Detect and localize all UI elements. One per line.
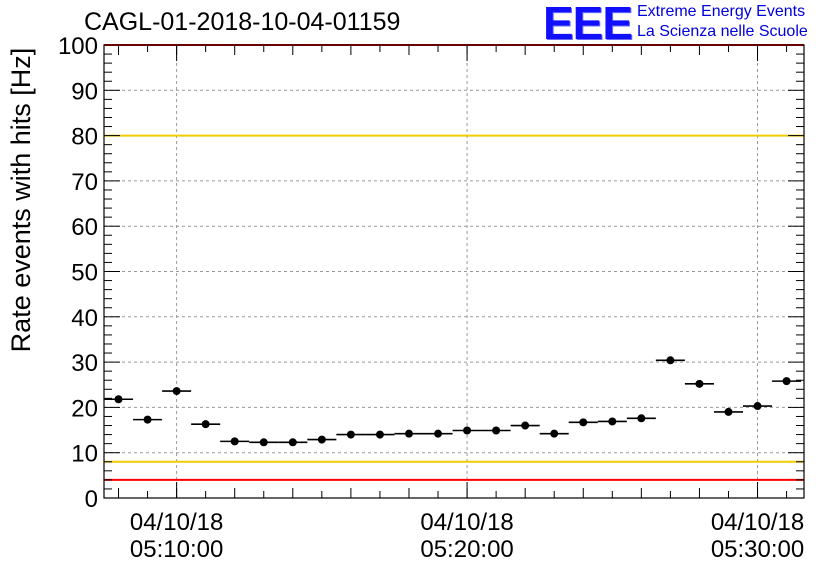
y-tick-labels: 0 10 20 30 40 50 60 70 80 90 100 (58, 33, 98, 513)
data-point (172, 387, 181, 396)
y-tick-label: 90 (71, 78, 98, 105)
axis-ticks (104, 44, 804, 499)
data-point (143, 415, 152, 424)
y-tick-label: 60 (71, 214, 98, 241)
data-point (753, 402, 762, 411)
data-point (782, 377, 791, 386)
data-point (463, 426, 472, 435)
y-tick-label: 50 (71, 260, 98, 287)
data-point (521, 421, 530, 430)
data-point (230, 437, 239, 446)
data-point (492, 426, 501, 435)
data-point (666, 356, 675, 365)
data-point (404, 429, 413, 438)
x-tick-label-time: 05:30:00 (711, 536, 804, 563)
data-point (201, 420, 210, 429)
data-point (114, 395, 123, 404)
x-tick-label-time: 05:10:00 (130, 536, 223, 563)
x-tick-label-time: 05:20:00 (420, 536, 513, 563)
reference-lines (104, 44, 804, 481)
y-tick-label: 80 (71, 124, 98, 151)
data-point (375, 430, 384, 439)
logo-subtitle-1: Extreme Energy Events (637, 3, 806, 20)
y-tick-label: 30 (71, 350, 98, 377)
grid-lines (104, 45, 804, 498)
data-point (550, 429, 559, 438)
y-tick-label: 70 (71, 169, 98, 196)
y-tick-label: 0 (85, 486, 98, 513)
data-point (608, 417, 617, 426)
y-tick-label: 10 (71, 441, 98, 468)
data-point (288, 438, 297, 447)
data-point (579, 418, 588, 427)
x-tick-label-date: 04/10/18 (711, 509, 804, 536)
data-point (695, 379, 704, 388)
data-point (434, 429, 443, 438)
data-series (104, 356, 802, 447)
eee-logo-mark: EEE (543, 0, 633, 49)
y-tick-label: 40 (71, 305, 98, 332)
x-tick-label-date: 04/10/18 (130, 509, 223, 536)
x-tick-labels: 04/10/1805:10:0004/10/1805:20:0004/10/18… (130, 509, 804, 563)
chart-title: CAGL-01-2018-10-04-01159 (84, 8, 401, 36)
data-point (317, 435, 326, 444)
data-point (637, 414, 646, 423)
data-point (346, 430, 355, 439)
y-tick-label: 20 (71, 395, 98, 422)
data-point (259, 438, 268, 447)
x-tick-label-date: 04/10/18 (420, 509, 513, 536)
y-tick-label: 100 (58, 33, 98, 60)
eee-logo: EEE Extreme Energy Events La Scienza nel… (543, 0, 833, 49)
y-axis-title: Rate events with hits [Hz] (6, 48, 36, 353)
logo-subtitle-2: La Scienza nelle Scuole (637, 23, 808, 40)
data-point (724, 407, 733, 416)
